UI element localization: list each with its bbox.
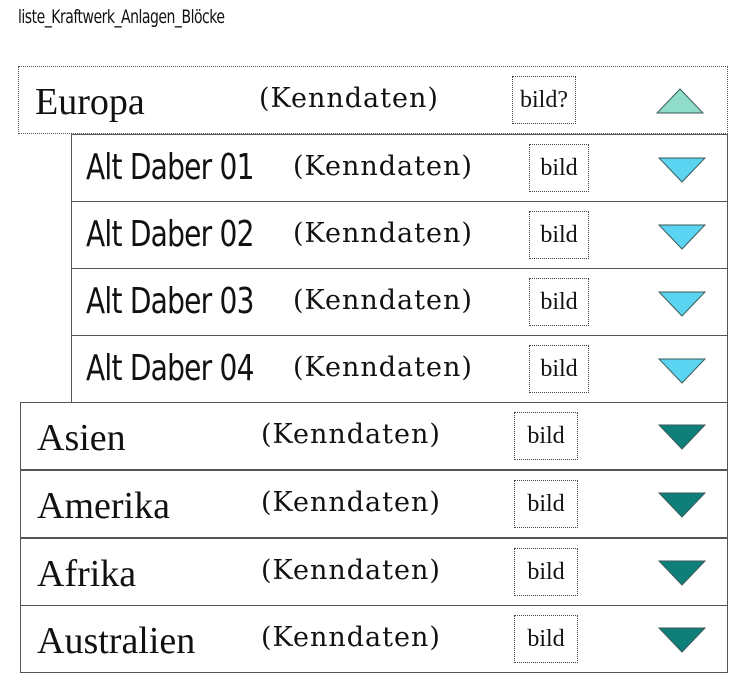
triangle-down-icon[interactable] [658,291,706,317]
row-name: Alt Daber 01 [86,147,255,188]
region-row-asien[interactable]: Asien (Kenndaten) bild [20,402,728,470]
bild-placeholder[interactable]: bild [529,211,589,259]
bild-placeholder[interactable]: bild [514,480,578,528]
bild-placeholder[interactable]: bild? [512,76,576,124]
kenndaten-link[interactable]: (Kenndaten) [261,555,441,586]
kenndaten-link[interactable]: (Kenndaten) [261,487,441,518]
region-row-afrika[interactable]: Afrika (Kenndaten) bild [20,538,728,606]
plant-row-alt-daber-03[interactable]: Alt Daber 03 (Kenndaten) bild [71,268,728,336]
plant-row-alt-daber-02[interactable]: Alt Daber 02 (Kenndaten) bild [71,201,728,269]
page-title: liste_Kraftwerk_Anlagen_Blöcke [18,6,225,28]
triangle-down-icon[interactable] [658,424,706,450]
triangle-down-icon[interactable] [658,224,706,250]
plant-row-alt-daber-01[interactable]: Alt Daber 01 (Kenndaten) bild [71,134,728,202]
bild-placeholder[interactable]: bild [529,278,589,326]
bild-placeholder[interactable]: bild [529,144,589,192]
row-name: Australien [37,620,196,662]
kenndaten-link[interactable]: (Kenndaten) [293,218,473,249]
triangle-down-icon[interactable] [658,492,706,518]
region-row-europa[interactable]: Europa (Kenndaten) bild? [18,66,728,134]
kenndaten-link[interactable]: (Kenndaten) [261,622,441,653]
row-name: Alt Daber 02 [86,214,255,255]
bild-placeholder[interactable]: bild [514,412,578,460]
triangle-down-icon[interactable] [658,627,706,653]
bild-placeholder[interactable]: bild [514,615,578,663]
kenndaten-link[interactable]: (Kenndaten) [261,419,441,450]
kenndaten-link[interactable]: (Kenndaten) [259,83,439,114]
kenndaten-link[interactable]: (Kenndaten) [293,285,473,316]
kenndaten-link[interactable]: (Kenndaten) [293,352,473,383]
row-name: Asien [37,417,126,459]
triangle-down-icon[interactable] [658,560,706,586]
row-name: Alt Daber 03 [86,281,255,322]
bild-placeholder[interactable]: bild [514,548,578,596]
bild-placeholder[interactable]: bild [529,345,589,393]
region-row-amerika[interactable]: Amerika (Kenndaten) bild [20,470,728,538]
row-name: Afrika [37,553,137,595]
region-row-australien[interactable]: Australien (Kenndaten) bild [20,605,728,673]
kenndaten-link[interactable]: (Kenndaten) [293,151,473,182]
row-name: Europa [35,81,145,123]
triangle-down-icon[interactable] [658,157,706,183]
plant-row-alt-daber-04[interactable]: Alt Daber 04 (Kenndaten) bild [71,335,728,403]
triangle-up-icon[interactable] [656,88,704,114]
row-name: Amerika [37,485,170,527]
triangle-down-icon[interactable] [658,358,706,384]
row-name: Alt Daber 04 [86,348,255,389]
